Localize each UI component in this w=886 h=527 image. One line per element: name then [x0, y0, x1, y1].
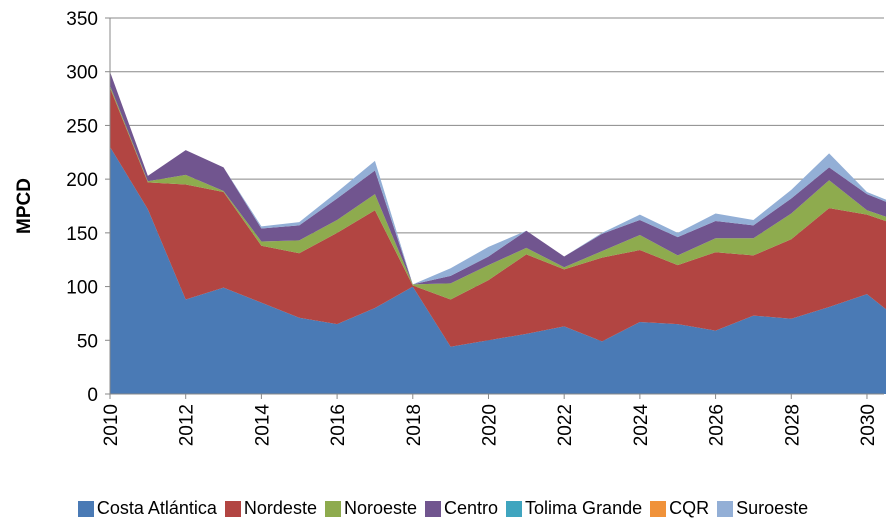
x-tick-label: 2022 — [555, 404, 576, 446]
x-tick-label: 2024 — [631, 404, 652, 447]
y-tick-label: 250 — [66, 116, 98, 137]
area — [110, 87, 886, 347]
area — [110, 146, 886, 394]
legend-item: Costa Atlántica — [77, 498, 217, 519]
chart: 0 50 100 150 200 250 300 350 2010 2012 2014 2016 201… — [14, 9, 886, 447]
y-tick-label: 100 — [66, 278, 98, 299]
legend-item: CQR — [650, 498, 709, 519]
area — [110, 71, 886, 285]
y-tick-label: 200 — [66, 170, 98, 191]
x-tick-label: 2026 — [707, 404, 728, 446]
x-tick-label: 2018 — [404, 404, 425, 446]
legend-item: Centro — [425, 498, 498, 519]
y-tick-label: 350 — [66, 9, 98, 30]
legend-label: Nordeste — [243, 498, 317, 518]
legend-swatch — [717, 500, 734, 517]
legend-swatch — [425, 500, 442, 517]
x-tick-label: 2020 — [479, 404, 500, 446]
x-tick-label: 2012 — [177, 404, 198, 446]
y-tick-label: 0 — [87, 385, 98, 406]
area — [110, 85, 886, 300]
legend-item: Nordeste — [224, 498, 317, 519]
x-tick-label: 2030 — [858, 404, 879, 446]
x-tick-label: 2014 — [252, 404, 273, 447]
legend-swatch — [324, 500, 341, 517]
legend-label: Tolima Grande — [525, 498, 643, 518]
legend-label: Costa Atlántica — [96, 498, 217, 518]
legend-item: Noroeste — [324, 498, 418, 519]
legend-label: Noroeste — [343, 498, 418, 518]
legend-label: CQR — [669, 498, 710, 518]
y-tick-label: 50 — [77, 331, 98, 352]
y-tick-label: 300 — [66, 63, 98, 84]
x-tick-label: 2010 — [101, 404, 122, 446]
x-tick-label: 2016 — [328, 404, 349, 446]
y-axis-label: MPCD — [14, 178, 35, 234]
legend-label: Suroeste — [736, 498, 809, 518]
legend-item: Tolima Grande — [506, 498, 642, 519]
legend-label: Centro — [444, 498, 499, 518]
legend-swatch — [77, 500, 94, 517]
y-tick-label: 150 — [66, 224, 98, 245]
legend: Costa Atlántica Nordeste Noroeste Centro Tol… — [0, 498, 886, 519]
legend-swatch — [224, 500, 241, 517]
x-tick-label: 2028 — [782, 404, 803, 446]
legend-swatch — [650, 500, 667, 517]
legend-swatch — [506, 500, 523, 517]
legend-item: Suroeste — [717, 498, 808, 519]
